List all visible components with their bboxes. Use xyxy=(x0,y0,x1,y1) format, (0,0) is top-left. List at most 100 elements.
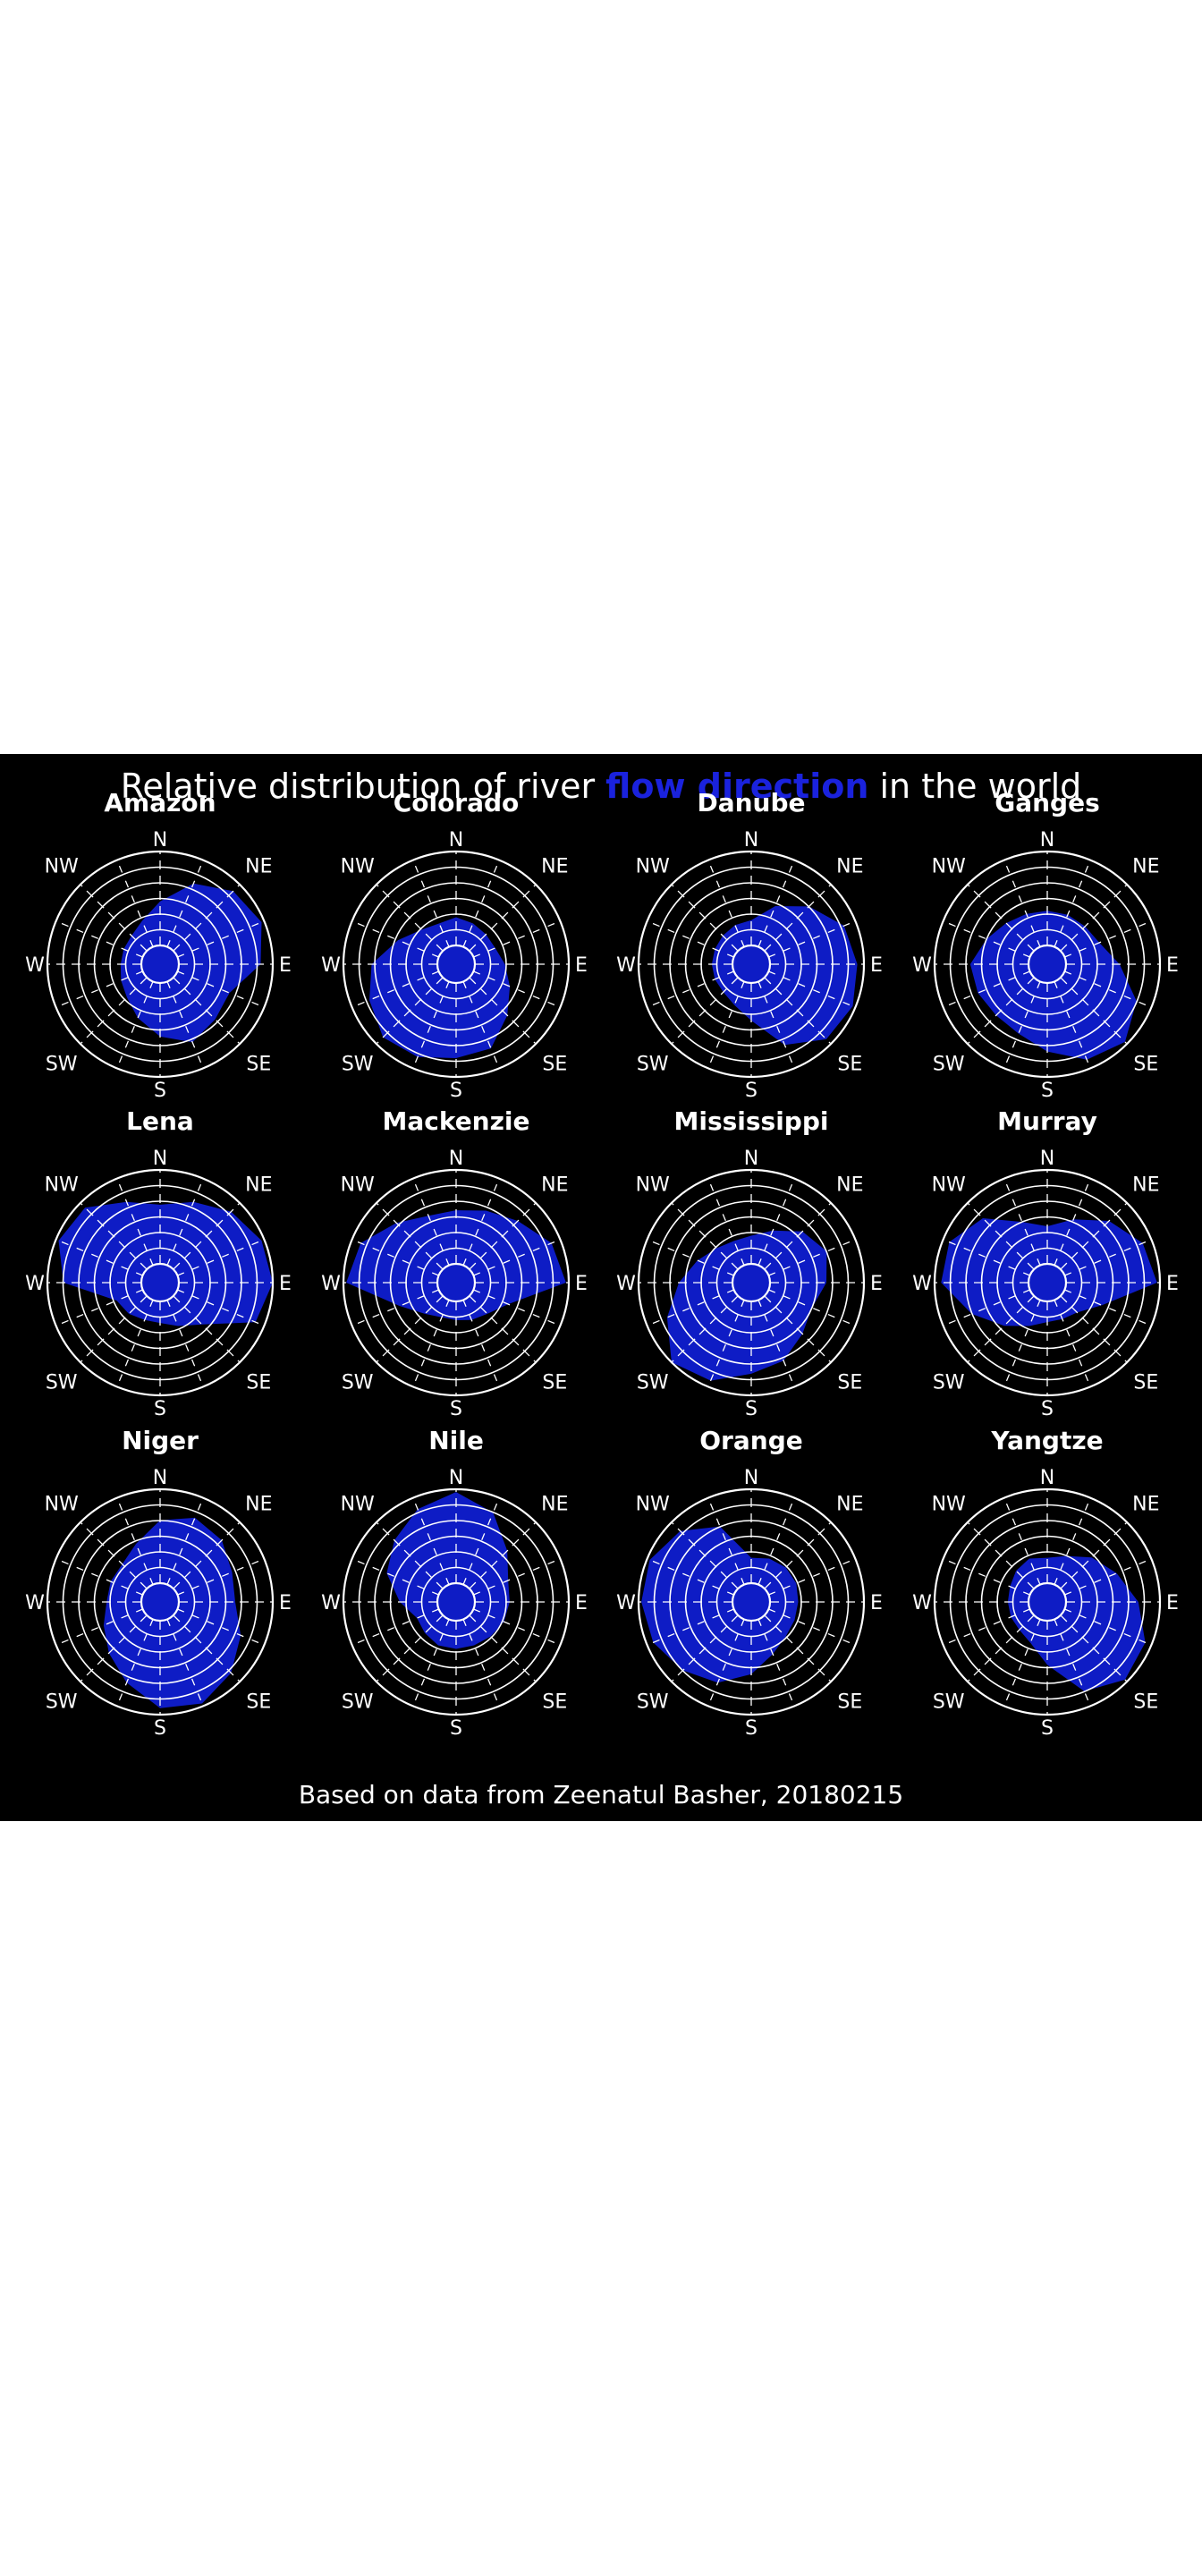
grid-spoke xyxy=(173,1202,241,1270)
direction-label: NW xyxy=(45,856,79,878)
direction-label: SE xyxy=(542,1053,567,1075)
radar-murray: Murray N NE E SE S SW W NW xyxy=(912,1106,1179,1420)
direction-label: W xyxy=(25,954,45,977)
grid-spoke xyxy=(173,1295,241,1363)
grid-spoke xyxy=(1060,1202,1128,1270)
direction-label: SW xyxy=(46,1690,78,1713)
grid-spoke xyxy=(764,884,832,952)
direction-label: S xyxy=(450,1717,462,1740)
direction-label: NE xyxy=(1132,1494,1159,1516)
grid-spoke xyxy=(671,1521,739,1589)
grid-spoke xyxy=(376,884,444,952)
grid-spoke xyxy=(173,884,241,952)
grid-spoke xyxy=(80,1521,148,1589)
grid-spoke xyxy=(80,1614,148,1682)
direction-label: S xyxy=(450,1080,462,1102)
direction-label: N xyxy=(744,829,758,852)
direction-label: NE xyxy=(1132,856,1159,878)
direction-label: SE xyxy=(246,1053,271,1075)
direction-label: S xyxy=(1041,1080,1054,1102)
direction-label: NW xyxy=(636,856,670,878)
direction-label: N xyxy=(449,1467,463,1489)
direction-label: SE xyxy=(1133,1690,1158,1713)
direction-label: NW xyxy=(636,1494,670,1516)
radar-yangtze: Yangtze N NE E SE S SW W NW xyxy=(912,1426,1179,1740)
direction-label: NE xyxy=(541,856,568,878)
grid-spoke xyxy=(376,1614,444,1682)
grid-spoke xyxy=(173,1521,241,1589)
direction-label: S xyxy=(745,1080,758,1102)
grid-spoke xyxy=(469,977,537,1045)
subplot-title: Lena xyxy=(126,1106,194,1136)
direction-label: NW xyxy=(341,1174,375,1197)
grid-spoke xyxy=(764,1614,832,1682)
grid-spoke xyxy=(1060,1295,1128,1363)
direction-label: SE xyxy=(837,1371,862,1394)
direction-label: SW xyxy=(637,1371,669,1394)
radar-colorado: Colorado N NE E SE S SW W NW xyxy=(321,788,588,1102)
data-area xyxy=(941,1218,1157,1326)
grid-spoke xyxy=(80,1295,148,1363)
grid-spoke xyxy=(376,977,444,1045)
grid-spoke xyxy=(1060,1614,1128,1682)
data-area xyxy=(103,1517,241,1708)
direction-label: E xyxy=(575,1592,588,1614)
data-area xyxy=(711,906,858,1046)
title-suffix: in the world xyxy=(868,767,1082,806)
direction-label: NW xyxy=(341,856,375,878)
direction-label: W xyxy=(616,954,636,977)
title-highlight: flow direction xyxy=(605,767,869,806)
grid-spoke xyxy=(967,1614,1035,1682)
direction-label: SW xyxy=(342,1690,374,1713)
subplot-title: Amazon xyxy=(104,788,216,818)
direction-label: E xyxy=(279,954,292,977)
grid-spoke xyxy=(469,1202,537,1270)
direction-label: NE xyxy=(836,1494,863,1516)
grid-spoke xyxy=(173,977,241,1045)
direction-label: W xyxy=(25,1273,45,1295)
grid-spoke xyxy=(764,1295,832,1363)
direction-label: N xyxy=(449,1148,463,1170)
direction-label: NE xyxy=(245,856,272,878)
grid-spoke xyxy=(671,884,739,952)
direction-label: NE xyxy=(1132,1174,1159,1197)
direction-label: S xyxy=(154,1398,166,1420)
grid-spoke xyxy=(671,1202,739,1270)
chart-title: Relative distribution of river flow dire… xyxy=(0,765,1202,808)
direction-label: NW xyxy=(341,1494,375,1516)
subplot-title: Nile xyxy=(428,1426,484,1455)
subplot-title: Danube xyxy=(697,788,805,818)
grid-spoke xyxy=(376,1521,444,1589)
direction-label: E xyxy=(1166,954,1179,977)
direction-label: E xyxy=(870,954,883,977)
radar-lena: Lena N NE E SE S SW W NW xyxy=(25,1106,292,1420)
grid-spoke xyxy=(967,1521,1035,1589)
direction-label: SE xyxy=(246,1690,271,1713)
subplot-title: Mackenzie xyxy=(382,1106,529,1136)
radar-charts: AmazonNNEESESSWWNWColoradoNNEESESSWWNWDa… xyxy=(25,788,1179,1740)
grid-spoke xyxy=(469,1614,537,1682)
data-area xyxy=(120,883,262,1043)
direction-label: E xyxy=(870,1273,883,1295)
subplot-title: Ganges xyxy=(995,788,1100,818)
direction-label: SE xyxy=(542,1690,567,1713)
grid-spoke xyxy=(80,1202,148,1270)
direction-label: S xyxy=(1041,1398,1054,1420)
direction-label: N xyxy=(1040,1467,1054,1489)
direction-label: E xyxy=(279,1592,292,1614)
grid-spoke xyxy=(376,1295,444,1363)
direction-label: SE xyxy=(1133,1371,1158,1394)
direction-label: S xyxy=(745,1398,758,1420)
direction-label: SE xyxy=(246,1371,271,1394)
direction-label: SE xyxy=(1133,1053,1158,1075)
direction-label: W xyxy=(616,1592,636,1614)
direction-label: SW xyxy=(933,1053,965,1075)
radar-orange: Orange N NE E SE S SW W NW xyxy=(616,1426,883,1740)
direction-label: E xyxy=(279,1273,292,1295)
direction-label: SW xyxy=(637,1690,669,1713)
grid-spoke xyxy=(80,977,148,1045)
direction-label: NE xyxy=(245,1494,272,1516)
direction-label: N xyxy=(1040,829,1054,852)
grid-spoke xyxy=(764,1521,832,1589)
direction-label: NW xyxy=(636,1174,670,1197)
